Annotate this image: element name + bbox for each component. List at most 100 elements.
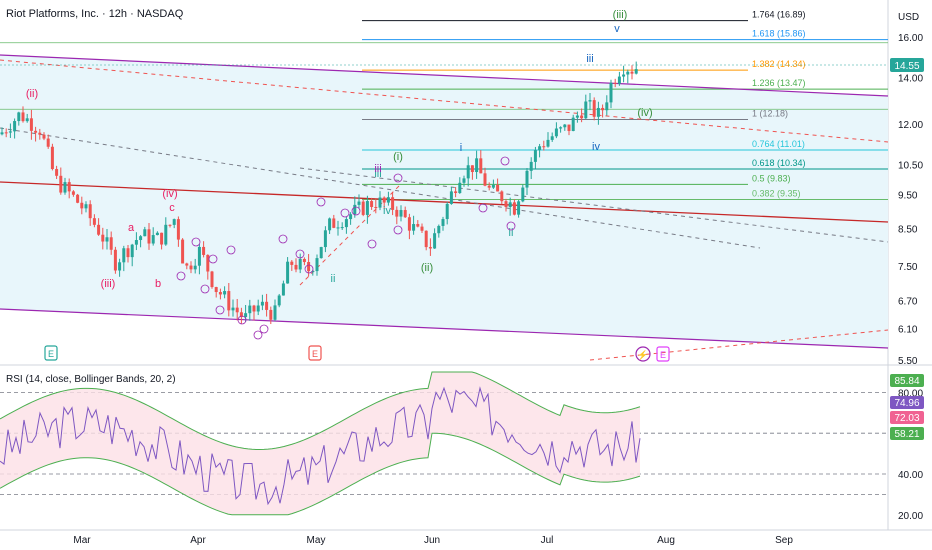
candle[interactable]: [563, 123, 567, 131]
candle[interactable]: [256, 299, 260, 316]
candle[interactable]: [575, 111, 579, 123]
candle[interactable]: [88, 200, 92, 226]
candle[interactable]: [34, 126, 38, 142]
candle[interactable]: [596, 101, 600, 125]
candle[interactable]: [109, 231, 113, 255]
candle[interactable]: [529, 157, 533, 180]
candle[interactable]: [319, 246, 323, 259]
candle[interactable]: [273, 299, 277, 322]
candle[interactable]: [126, 245, 130, 263]
candle[interactable]: [378, 191, 382, 211]
candle[interactable]: [143, 226, 147, 237]
candle[interactable]: [433, 228, 437, 249]
candle[interactable]: [622, 65, 626, 83]
candle[interactable]: [584, 94, 588, 120]
candle[interactable]: [441, 216, 445, 231]
candle[interactable]: [130, 243, 134, 267]
candle[interactable]: [218, 288, 222, 300]
event-marker-3[interactable]: ⚡ E: [635, 346, 670, 362]
candle[interactable]: [634, 61, 638, 75]
candle[interactable]: [571, 114, 575, 132]
candles[interactable]: [0, 61, 638, 325]
candle[interactable]: [0, 127, 4, 136]
candle[interactable]: [462, 175, 466, 187]
candle[interactable]: [550, 132, 554, 142]
candle[interactable]: [592, 97, 596, 121]
candle[interactable]: [542, 140, 546, 151]
candle[interactable]: [525, 168, 529, 196]
gray-dashed-line[interactable]: [0, 127, 761, 249]
candle[interactable]: [340, 222, 344, 230]
candle[interactable]: [449, 186, 453, 205]
candle[interactable]: [265, 293, 269, 317]
candle[interactable]: [399, 205, 403, 222]
candle[interactable]: [533, 146, 537, 169]
candle[interactable]: [298, 253, 302, 274]
lightning-icon[interactable]: [635, 346, 651, 362]
candle[interactable]: [361, 199, 365, 217]
candle[interactable]: [538, 143, 542, 158]
candle[interactable]: [231, 299, 235, 317]
candle[interactable]: [105, 228, 109, 250]
candle[interactable]: [487, 182, 491, 191]
candle[interactable]: [21, 106, 25, 123]
candle[interactable]: [248, 299, 252, 321]
candle[interactable]: [134, 232, 138, 251]
candle[interactable]: [491, 179, 495, 189]
candle[interactable]: [147, 222, 151, 250]
candle[interactable]: [210, 270, 214, 289]
channel-upper-line[interactable]: [0, 54, 889, 97]
candle[interactable]: [286, 257, 290, 284]
candle[interactable]: [349, 212, 353, 225]
gray-dashed-line-2[interactable]: [299, 167, 889, 243]
candle[interactable]: [500, 190, 504, 205]
candle[interactable]: [8, 123, 12, 138]
candle[interactable]: [395, 206, 399, 225]
candle[interactable]: [496, 178, 500, 192]
event-marker-1[interactable]: E: [44, 345, 58, 361]
candle[interactable]: [454, 187, 458, 198]
candle[interactable]: [13, 118, 17, 139]
candle[interactable]: [235, 298, 239, 321]
candle[interactable]: [122, 245, 126, 272]
candle[interactable]: [391, 192, 395, 216]
candle[interactable]: [374, 198, 378, 214]
candle[interactable]: [344, 216, 348, 234]
candle[interactable]: [323, 226, 327, 253]
candle[interactable]: [470, 165, 474, 180]
candle[interactable]: [445, 201, 449, 225]
candle[interactable]: [50, 143, 54, 171]
candle[interactable]: [609, 79, 613, 109]
candle[interactable]: [118, 258, 122, 277]
candle[interactable]: [185, 262, 189, 270]
candle[interactable]: [336, 220, 340, 236]
candle[interactable]: [475, 150, 479, 179]
channel-lower-line[interactable]: [0, 308, 889, 349]
candle[interactable]: [630, 65, 634, 80]
candle[interactable]: [294, 258, 298, 273]
candle[interactable]: [407, 213, 411, 240]
candle[interactable]: [260, 294, 264, 311]
candle[interactable]: [386, 191, 390, 206]
candle[interactable]: [46, 134, 50, 149]
candle[interactable]: [559, 126, 563, 133]
candle[interactable]: [214, 286, 218, 298]
candle[interactable]: [63, 177, 67, 195]
candle[interactable]: [315, 254, 319, 276]
candle[interactable]: [437, 224, 441, 238]
candle[interactable]: [605, 95, 609, 116]
candle[interactable]: [517, 200, 521, 218]
candle[interactable]: [202, 241, 206, 258]
candle[interactable]: [382, 196, 386, 210]
candle[interactable]: [164, 217, 168, 246]
candle[interactable]: [101, 227, 105, 250]
candle[interactable]: [71, 190, 75, 197]
candle[interactable]: [588, 92, 592, 111]
candle[interactable]: [193, 258, 197, 274]
candle[interactable]: [403, 206, 407, 219]
candle[interactable]: [181, 238, 185, 264]
candle[interactable]: [601, 104, 605, 118]
candle[interactable]: [580, 108, 584, 123]
candle[interactable]: [328, 217, 332, 234]
